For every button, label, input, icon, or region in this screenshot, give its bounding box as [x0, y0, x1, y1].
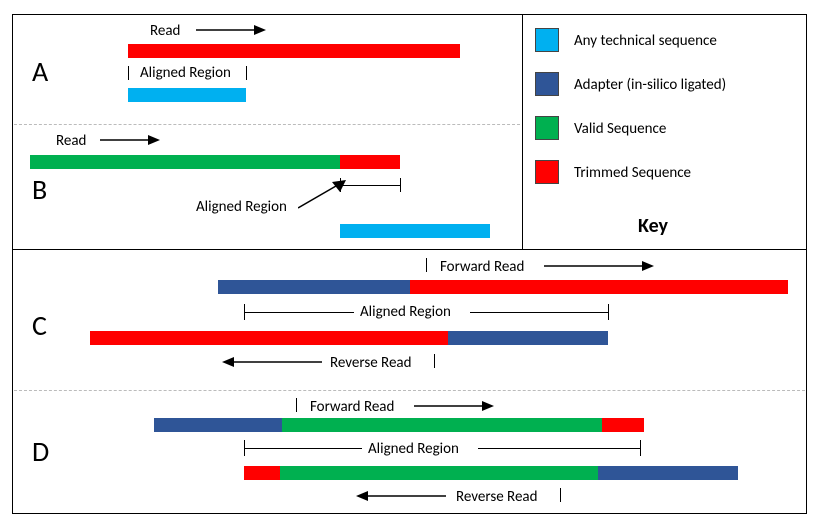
- panel-b-aligned-seg: [340, 224, 490, 238]
- panel-d-rev-seg-1: [280, 466, 598, 480]
- panel-d-rev-label: Reverse Read: [456, 488, 537, 506]
- panel-c-rev-seg-0: [90, 331, 448, 345]
- panel-d-letter: D: [32, 434, 49, 469]
- panel-a-tick-r: [246, 66, 247, 80]
- panel-b-ext-line: [340, 185, 400, 186]
- panel-c-rev-label: Reverse Read: [330, 354, 411, 372]
- panel-c-rev-arrow: [222, 354, 322, 370]
- panel-a-read-label: Read: [150, 22, 180, 40]
- panel-c-ext-tick-r: [608, 304, 609, 320]
- panel-b-read-label: Read: [56, 132, 86, 150]
- panel-c-ext-line-l: [244, 312, 354, 313]
- panel-b-read-arrow: [100, 132, 160, 148]
- panel-a-letter: A: [32, 54, 48, 89]
- panel-b-aligned-label: Aligned Region: [196, 198, 287, 216]
- panel-d-fwd-seg-2: [602, 418, 644, 432]
- panel-d-rev-arrow: [356, 488, 446, 504]
- key-swatch-adapter: [535, 72, 559, 96]
- panel-c-rev-tick: [434, 354, 435, 368]
- panel-a-aligned-seg: [128, 88, 246, 102]
- key-label-valid: Valid Sequence: [574, 120, 666, 138]
- key-label-adapter: Adapter (in-silico ligated): [574, 76, 726, 94]
- panel-c-fwd-seg-0: [218, 280, 410, 294]
- dash-ab: [14, 124, 520, 125]
- panel-d-fwd-seg-1: [282, 418, 602, 432]
- panel-c-aligned-label: Aligned Region: [360, 303, 451, 321]
- key-swatch-trimmed: [535, 160, 559, 184]
- panel-d-fwd-arrow: [414, 398, 494, 414]
- panel-c-ext-line-r: [470, 312, 608, 313]
- panel-a-tick-l: [128, 66, 129, 80]
- panel-d-ext-tick-r: [640, 440, 641, 456]
- panel-c-fwd-arrow: [544, 258, 654, 274]
- panel-d-rev-seg-2: [598, 466, 738, 480]
- panel-c-fwd-seg-1: [410, 280, 788, 294]
- panel-b-read-seg-0: [30, 155, 340, 169]
- panel-c-letter: C: [32, 308, 47, 343]
- panel-d-fwd-label: Forward Read: [310, 398, 394, 416]
- diagram-canvas: Any technical sequence Adapter (in-silic…: [0, 0, 819, 528]
- panel-c-fwd-tick: [426, 258, 427, 272]
- panel-a-read-arrow: [196, 22, 266, 38]
- dash-cd: [14, 390, 805, 391]
- panel-c-fwd-label: Forward Read: [440, 258, 524, 276]
- key-label-any-tech: Any technical sequence: [574, 32, 717, 50]
- key-swatch-valid: [535, 116, 559, 140]
- key-title: Key: [638, 214, 668, 238]
- panel-b-aligned-arrow: [298, 180, 346, 210]
- key-label-trimmed: Trimmed Sequence: [574, 164, 691, 182]
- panel-d-fwd-seg-0: [154, 418, 282, 432]
- panel-a-aligned-label: Aligned Region: [140, 64, 231, 82]
- panel-d-ext-line-l: [244, 448, 362, 449]
- panel-d-rev-seg-0: [244, 466, 280, 480]
- panel-b-tick-r: [400, 178, 401, 192]
- panel-d-rev-tick: [560, 488, 561, 502]
- panel-d-aligned-label: Aligned Region: [368, 440, 459, 458]
- key-swatch-any-tech: [535, 28, 559, 52]
- panel-d-fwd-tick: [296, 398, 297, 412]
- panel-b-read-seg-1: [340, 155, 400, 169]
- panel-c-rev-seg-1: [448, 331, 608, 345]
- panel-a-read-seg-0: [128, 44, 460, 58]
- panel-d-ext-line-r: [478, 448, 640, 449]
- panel-b-letter: B: [32, 172, 47, 207]
